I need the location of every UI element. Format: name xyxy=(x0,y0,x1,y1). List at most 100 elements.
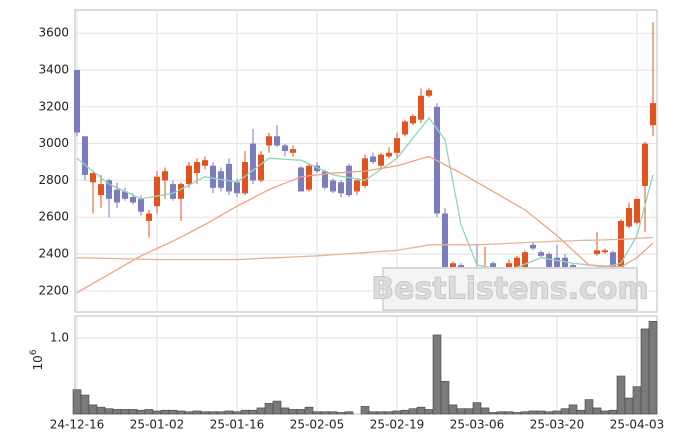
ma-line xyxy=(76,236,654,261)
y-tick-label: 3600 xyxy=(38,26,69,40)
volume-bar xyxy=(176,410,186,415)
volume-bar xyxy=(336,412,346,415)
volume-bar xyxy=(160,409,170,415)
volume-bar xyxy=(648,321,658,415)
candle-body xyxy=(650,103,656,126)
candle-body xyxy=(602,250,608,253)
volume-bar xyxy=(224,410,234,415)
volume-bar xyxy=(144,409,154,415)
volume-bar xyxy=(248,409,258,415)
candle-body xyxy=(418,95,424,120)
watermark-box: BestListens.com xyxy=(371,267,649,311)
y-tick-label: 3000 xyxy=(38,136,69,150)
candle-body xyxy=(162,171,168,181)
ma-line xyxy=(76,116,654,272)
volume-bar xyxy=(416,406,426,415)
volume-axis-base: 10 xyxy=(31,355,45,370)
volume-bar xyxy=(72,389,82,415)
x-tick-label: 25-01-02 xyxy=(130,418,184,432)
volume-bar xyxy=(560,408,570,415)
x-tick-label: 25-03-20 xyxy=(530,418,584,432)
volume-bar xyxy=(104,408,114,415)
candle-body xyxy=(298,167,304,192)
candle-body xyxy=(154,176,160,207)
volume-bar xyxy=(392,410,402,415)
volume-bar xyxy=(368,411,378,415)
volume-bar xyxy=(168,409,178,415)
volume-bar xyxy=(264,403,274,415)
candle-body xyxy=(346,165,352,196)
volume-bar xyxy=(272,400,282,415)
volume-bar xyxy=(88,404,98,415)
x-tick-label: 25-04-03 xyxy=(610,418,664,432)
candle-body xyxy=(610,252,616,273)
y-tick-label: 2200 xyxy=(38,283,69,297)
volume-bar xyxy=(440,381,450,415)
volume-bar xyxy=(240,409,250,415)
candle-body xyxy=(386,152,392,157)
candle-body xyxy=(98,184,104,196)
candle-body xyxy=(90,173,96,183)
volume-bar xyxy=(296,409,306,415)
volume-bar xyxy=(624,397,634,415)
volume-bar xyxy=(552,410,562,415)
candle-body xyxy=(426,90,432,96)
volume-bar xyxy=(408,408,418,415)
candle-body xyxy=(338,182,344,194)
candle-body xyxy=(130,196,136,203)
candle-body xyxy=(210,165,216,188)
volume-bar xyxy=(376,411,386,415)
volume-bar xyxy=(120,409,130,415)
volume-bar xyxy=(528,410,538,415)
y-tick-label: 3200 xyxy=(38,99,69,113)
x-tick-label: 25-02-05 xyxy=(290,418,344,432)
volume-bar xyxy=(256,407,266,415)
volume-bar xyxy=(568,404,578,415)
candle-body xyxy=(562,257,568,269)
candle-body xyxy=(82,136,88,175)
volume-bar xyxy=(200,411,210,415)
volume-bar xyxy=(640,328,650,415)
candle-body xyxy=(266,136,272,146)
volume-bar xyxy=(424,409,434,415)
volume-bar xyxy=(488,412,498,415)
candle-body xyxy=(314,165,320,172)
volume-bar xyxy=(432,334,442,415)
candle-body xyxy=(362,158,368,186)
volume-bar xyxy=(536,410,546,415)
candle-body xyxy=(178,184,184,199)
volume-bar xyxy=(192,410,202,415)
volume-bar xyxy=(472,402,482,415)
volume-bar xyxy=(480,407,490,415)
price-panel xyxy=(74,9,658,313)
candle-body xyxy=(202,160,208,166)
candle-body xyxy=(538,252,544,256)
volume-axis-label: 106 xyxy=(29,349,45,370)
y-tick-label: 2400 xyxy=(38,247,69,261)
ma-line xyxy=(76,155,654,294)
volume-bar xyxy=(360,406,370,415)
volume-bar xyxy=(232,411,242,415)
candle-body xyxy=(146,213,152,221)
candle-body xyxy=(170,184,176,199)
candle-body xyxy=(522,252,528,269)
candle-body xyxy=(122,191,128,199)
volume-bar xyxy=(512,412,522,415)
volume-bar xyxy=(280,407,290,415)
candle-body xyxy=(322,171,328,188)
volume-bar xyxy=(112,409,122,415)
plot: 2200 2400 2600 2800 3000 3200 3400 3600 1.0 24-12… xyxy=(38,9,664,432)
candle-body xyxy=(106,180,112,199)
candle-body xyxy=(394,138,400,153)
candle-body xyxy=(626,208,632,227)
y-tick-label: 1.0 xyxy=(50,331,69,345)
volume-bar xyxy=(304,406,314,415)
x-tick-label: 25-02-19 xyxy=(370,418,424,432)
volume-bar xyxy=(136,409,146,415)
volume-bar xyxy=(632,386,642,415)
volume-bar xyxy=(464,408,474,415)
volume-bar xyxy=(504,411,514,415)
volume-bar xyxy=(456,408,466,415)
volume-bar xyxy=(584,399,594,415)
